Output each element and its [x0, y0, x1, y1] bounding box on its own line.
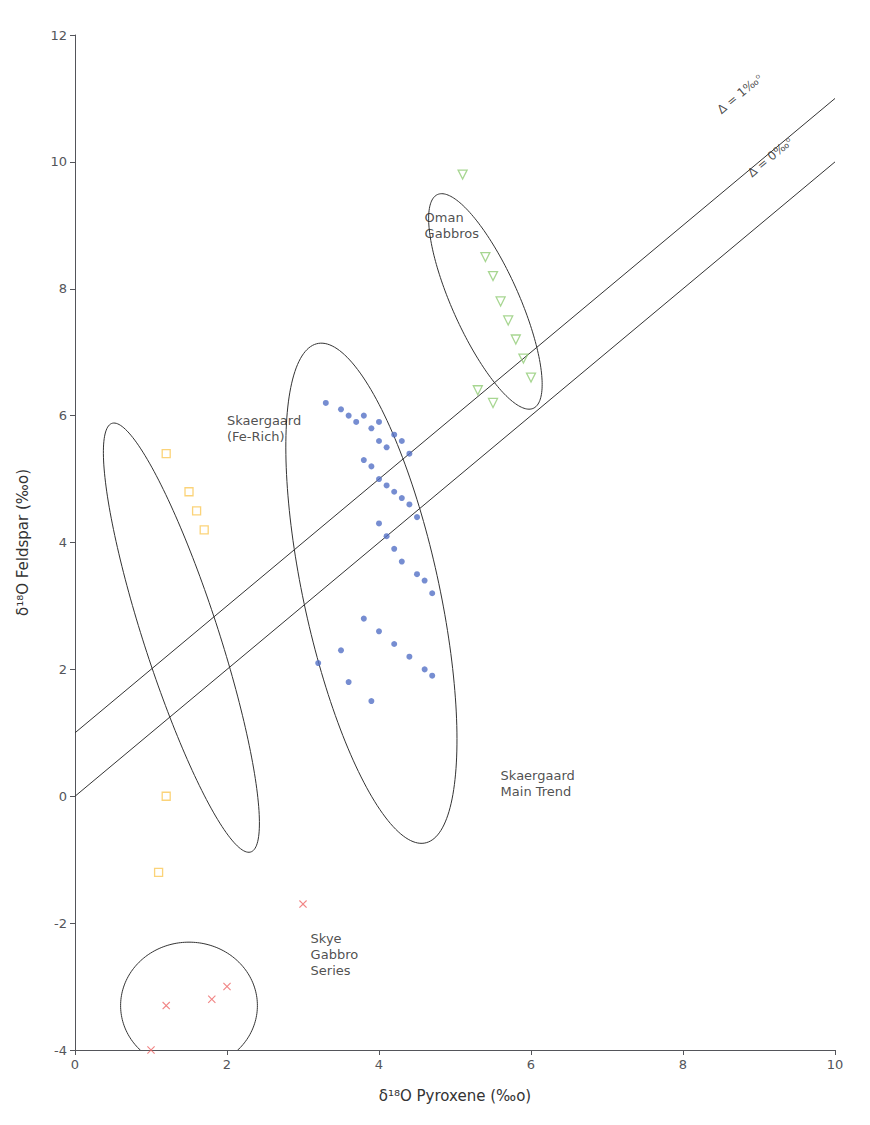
- svg-text:8: 8: [59, 281, 67, 296]
- svg-text:4: 4: [59, 535, 67, 550]
- svg-text:Skaergaard: Skaergaard: [227, 413, 301, 428]
- svg-text:0: 0: [71, 1057, 79, 1072]
- svg-text:10: 10: [50, 154, 67, 169]
- svg-text:4: 4: [375, 1057, 383, 1072]
- svg-text:Δ = 0‰ᵒ: Δ = 0‰ᵒ: [745, 134, 796, 180]
- svg-text:-4: -4: [54, 1043, 67, 1058]
- svg-text:Skye: Skye: [311, 931, 342, 946]
- svg-text:Gabbros: Gabbros: [425, 226, 480, 241]
- svg-text:(Fe-Rich): (Fe-Rich): [227, 429, 285, 444]
- svg-text:6: 6: [59, 408, 67, 423]
- svg-text:Δ = 1‰ᵒ: Δ = 1‰ᵒ: [715, 71, 766, 117]
- svg-text:Series: Series: [311, 963, 351, 978]
- svg-text:2: 2: [223, 1057, 231, 1072]
- svg-text:-2: -2: [54, 916, 67, 931]
- svg-text:0: 0: [59, 789, 67, 804]
- svg-text:12: 12: [50, 28, 67, 43]
- svg-text:Oman: Oman: [425, 210, 464, 225]
- svg-text:Skaergaard: Skaergaard: [501, 768, 575, 783]
- svg-text:10: 10: [827, 1057, 844, 1072]
- svg-text:Gabbro: Gabbro: [311, 947, 359, 962]
- svg-text:2: 2: [59, 662, 67, 677]
- svg-text:δ¹⁸O Pyroxene (‰o): δ¹⁸O Pyroxene (‰o): [379, 1087, 531, 1105]
- svg-text:Main Trend: Main Trend: [501, 784, 572, 799]
- svg-text:δ¹⁸O Feldspar (‰o): δ¹⁸O Feldspar (‰o): [14, 469, 32, 616]
- svg-text:6: 6: [527, 1057, 535, 1072]
- svg-text:8: 8: [679, 1057, 687, 1072]
